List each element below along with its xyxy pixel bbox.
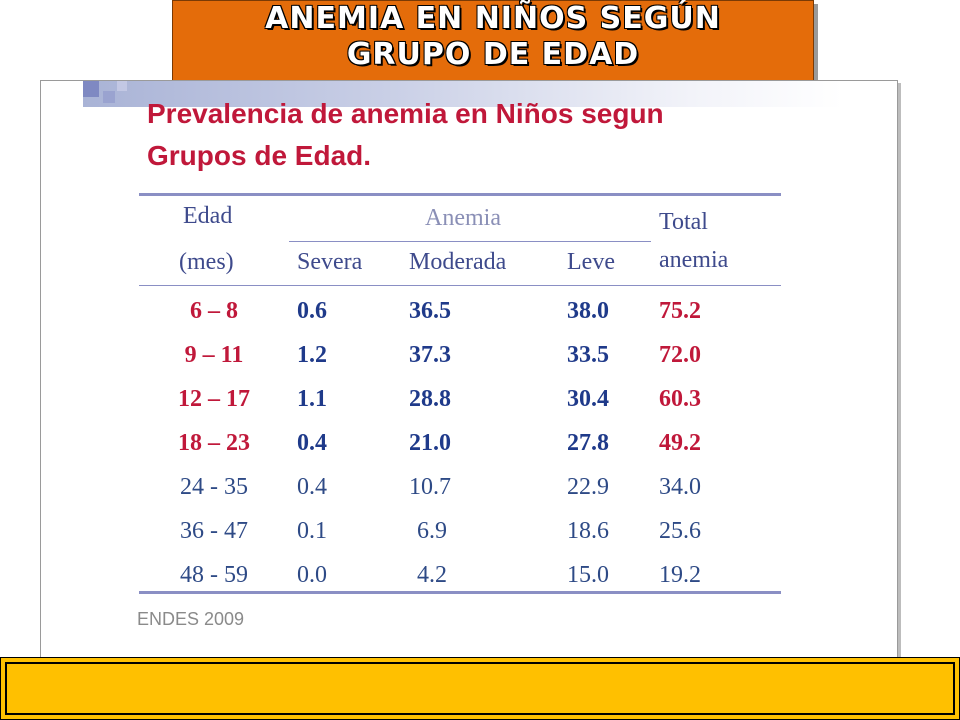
moderate-cell: 4.2	[417, 562, 447, 588]
decorative-square	[117, 81, 127, 91]
total-cell: 19.2	[659, 562, 701, 588]
mild-cell: 33.5	[567, 342, 609, 368]
total-cell: 72.0	[659, 342, 701, 368]
anemia-group-rule	[289, 241, 651, 242]
moderate-cell: 37.3	[409, 342, 451, 368]
header-anemia-group: Anemia	[425, 205, 501, 231]
bottom-bar	[0, 657, 960, 720]
table-row: 36 - 47 0.1 6.9 18.6 25.6	[139, 509, 781, 553]
mild-cell: 38.0	[567, 298, 609, 324]
severe-cell: 0.1	[297, 518, 327, 544]
mild-cell: 22.9	[567, 474, 609, 500]
table-row: 9 – 11 1.2 37.3 33.5 72.0	[139, 333, 781, 377]
slide-panel: Prevalencia de anemia en Niños segun Gru…	[40, 80, 898, 662]
title-banner: ANEMIA EN NIÑOS SEGÚN GRUPO DE EDAD	[172, 0, 814, 82]
moderate-cell: 10.7	[409, 474, 451, 500]
age-cell: 48 - 59	[180, 562, 248, 588]
table-row: 12 – 17 1.1 28.8 30.4 60.3	[139, 377, 781, 421]
age-cell: 12 – 17	[178, 386, 250, 412]
severe-cell: 0.6	[297, 298, 327, 324]
age-cell: 36 - 47	[180, 518, 248, 544]
table-header-rule	[139, 285, 781, 286]
mild-cell: 18.6	[567, 518, 609, 544]
table-row: 18 – 23 0.4 21.0 27.8 49.2	[139, 421, 781, 465]
header-severe: Severa	[297, 249, 363, 275]
table-top-rule	[139, 193, 781, 196]
table-row: 48 - 59 0.0 4.2 15.0 19.2	[139, 553, 781, 597]
header-age: Edad	[183, 203, 233, 229]
age-cell: 24 - 35	[180, 474, 248, 500]
source-label: ENDES 2009	[137, 609, 245, 629]
moderate-cell: 6.9	[417, 518, 447, 544]
header-mild: Leve	[567, 249, 615, 275]
severe-cell: 0.4	[297, 430, 327, 456]
header-total-anemia: anemia	[659, 247, 729, 273]
mild-cell: 30.4	[567, 386, 609, 412]
header-moderate: Moderada	[409, 249, 507, 275]
bottom-bar-inner	[5, 662, 955, 715]
decorative-square	[103, 91, 115, 103]
title-line-1: ANEMIA EN NIÑOS SEGÚN	[265, 1, 721, 36]
total-cell: 49.2	[659, 430, 701, 456]
severe-cell: 1.2	[297, 342, 327, 368]
severe-cell: 0.4	[297, 474, 327, 500]
total-cell: 75.2	[659, 298, 701, 324]
decorative-square	[83, 81, 99, 97]
panel-heading-line-2: Grupos de Edad.	[147, 140, 372, 171]
header-total: Total	[659, 209, 708, 235]
panel-heading-line-1: Prevalencia de anemia en Niños segun	[147, 98, 664, 129]
decorative-gradient-bar	[83, 81, 843, 107]
mild-cell: 15.0	[567, 562, 609, 588]
mild-cell: 27.8	[567, 430, 609, 456]
severe-cell: 0.0	[297, 562, 327, 588]
age-cell: 18 – 23	[178, 430, 250, 456]
panel-heading: Prevalencia de anemia en Niños segun Gru…	[147, 93, 847, 177]
moderate-cell: 36.5	[409, 298, 451, 324]
age-cell: 6 – 8	[190, 298, 238, 324]
total-cell: 60.3	[659, 386, 701, 412]
total-cell: 34.0	[659, 474, 701, 500]
table-row: 24 - 35 0.4 10.7 22.9 34.0	[139, 465, 781, 509]
title-line-2: GRUPO DE EDAD	[346, 37, 640, 72]
age-cell: 9 – 11	[184, 342, 244, 368]
table-bottom-rule	[139, 591, 781, 594]
severe-cell: 1.1	[297, 386, 327, 412]
total-cell: 25.6	[659, 518, 701, 544]
header-age-unit: (mes)	[179, 249, 234, 275]
moderate-cell: 21.0	[409, 430, 451, 456]
moderate-cell: 28.8	[409, 386, 451, 412]
table-row: 6 – 8 0.6 36.5 38.0 75.2	[139, 289, 781, 333]
